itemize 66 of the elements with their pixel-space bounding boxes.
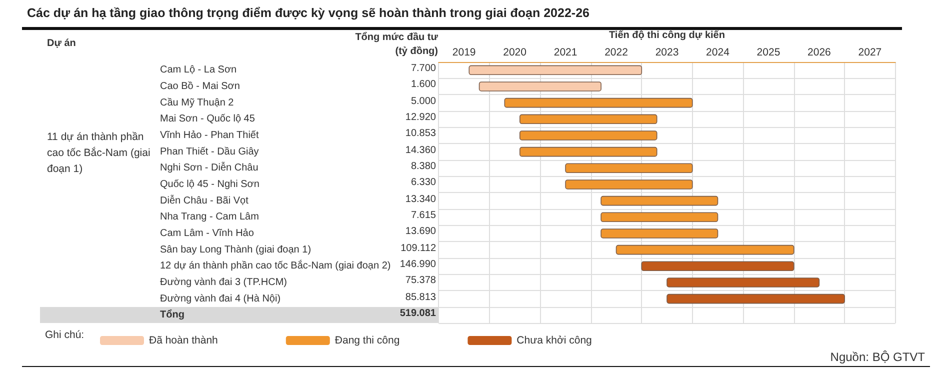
y-tick-label: Vĩnh Hảo - Phan Thiết (160, 130, 259, 141)
text: 109.112 (400, 242, 436, 254)
bar (666, 294, 845, 304)
y-tick-label: Quốc lộ 45 - Nghi Sơn (160, 178, 260, 190)
y-tick-label: Mai Sơn - Quốc lộ 45 (160, 114, 256, 125)
text: 146.990 (400, 259, 436, 270)
bar (519, 146, 658, 157)
text: 519.081 (400, 308, 436, 320)
bar (666, 278, 820, 288)
bar (468, 65, 642, 76)
y-tick-label: Đường vành đai 4 (Hà Nội) (160, 293, 281, 304)
x-tick-label: 2024 (706, 46, 730, 58)
y-tick-label: Cam Lâm - Vĩnh Hảo (160, 228, 254, 239)
text: Các dự án hạ tầng giao thông trọng điểm được kỳ vọng sẽ hoàn thành trong giai đoạn 2022-26 (27, 6, 590, 20)
bar (519, 130, 658, 140)
x-tick-label: 2022 (604, 46, 628, 58)
bar (565, 163, 693, 174)
text: 13.340 (405, 194, 436, 205)
text: 10.853 (405, 128, 436, 140)
x-tick-label: 2020 (503, 46, 527, 58)
bar (504, 98, 693, 108)
x-tick-label: 2025 (756, 46, 780, 58)
text: 75.378 (405, 275, 436, 286)
x-tick-label: 2023 (655, 46, 679, 58)
text: 12.920 (405, 112, 436, 124)
text: 13.690 (405, 226, 436, 238)
y-tick-label: Cao Bồ - Mai Sơn (160, 80, 240, 92)
text: 7.700 (410, 63, 436, 74)
legend-label: Đang thi công (334, 334, 400, 346)
y-tick-label: Sân bay Long Thành (giai đoạn 1) (160, 244, 312, 256)
y-tick-label: Nha Trang - Cam Lâm (160, 212, 259, 223)
bar (478, 82, 602, 92)
text: 8.380 (410, 161, 436, 172)
text: Dự án (47, 38, 76, 49)
bar (600, 228, 718, 238)
bar (519, 114, 658, 124)
text: 11 dự án thành phần cao tốc Bắc-Nam (giai đoạn 1) (47, 130, 152, 178)
text: 1.600 (410, 79, 436, 90)
text: Nguồn: BỘ GTVT (830, 350, 925, 364)
bar (565, 180, 693, 190)
legend-title: Ghi chú: (45, 329, 84, 341)
y-tick-label: Cầu Mỹ Thuận 2 (160, 97, 234, 108)
y-tick-label: Tổng (160, 308, 184, 321)
y-tick-label: Nghi Sơn - Diễn Châu (160, 162, 258, 174)
bar (616, 244, 794, 255)
y-tick-label: Cam Lộ - La Sơn (160, 64, 237, 76)
text: Tổng mức đầu tư (tỷ đồng) (354, 31, 438, 59)
bar (600, 212, 718, 222)
text: 5.000 (410, 96, 436, 107)
text: Tiến độ thi công dự kiến (608, 30, 726, 41)
y-tick-label: Đường vành đai 3 (TP.HCM) (160, 276, 288, 288)
text: 14.360 (405, 144, 436, 156)
legend-label: Đã hoàn thành (149, 334, 218, 346)
text: 7.615 (410, 210, 436, 222)
y-tick-label: Diễn Châu - Bãi Vọt (160, 194, 249, 206)
text: 85.813 (405, 292, 436, 303)
bar (641, 261, 794, 272)
y-tick-label: 12 dự án thành phần cao tốc Bắc-Nam (giai đoạn 2) (160, 260, 391, 272)
x-tick-label: 2027 (858, 46, 882, 58)
y-tick-label: Phan Thiết - Dầu Giây (160, 146, 259, 158)
text: 6.330 (410, 177, 436, 188)
x-tick-label: 2019 (452, 46, 476, 58)
bar (600, 196, 718, 206)
legend-label: Chưa khởi công (516, 334, 592, 346)
x-tick-label: 2026 (808, 46, 832, 58)
x-tick-label: 2021 (554, 46, 578, 58)
